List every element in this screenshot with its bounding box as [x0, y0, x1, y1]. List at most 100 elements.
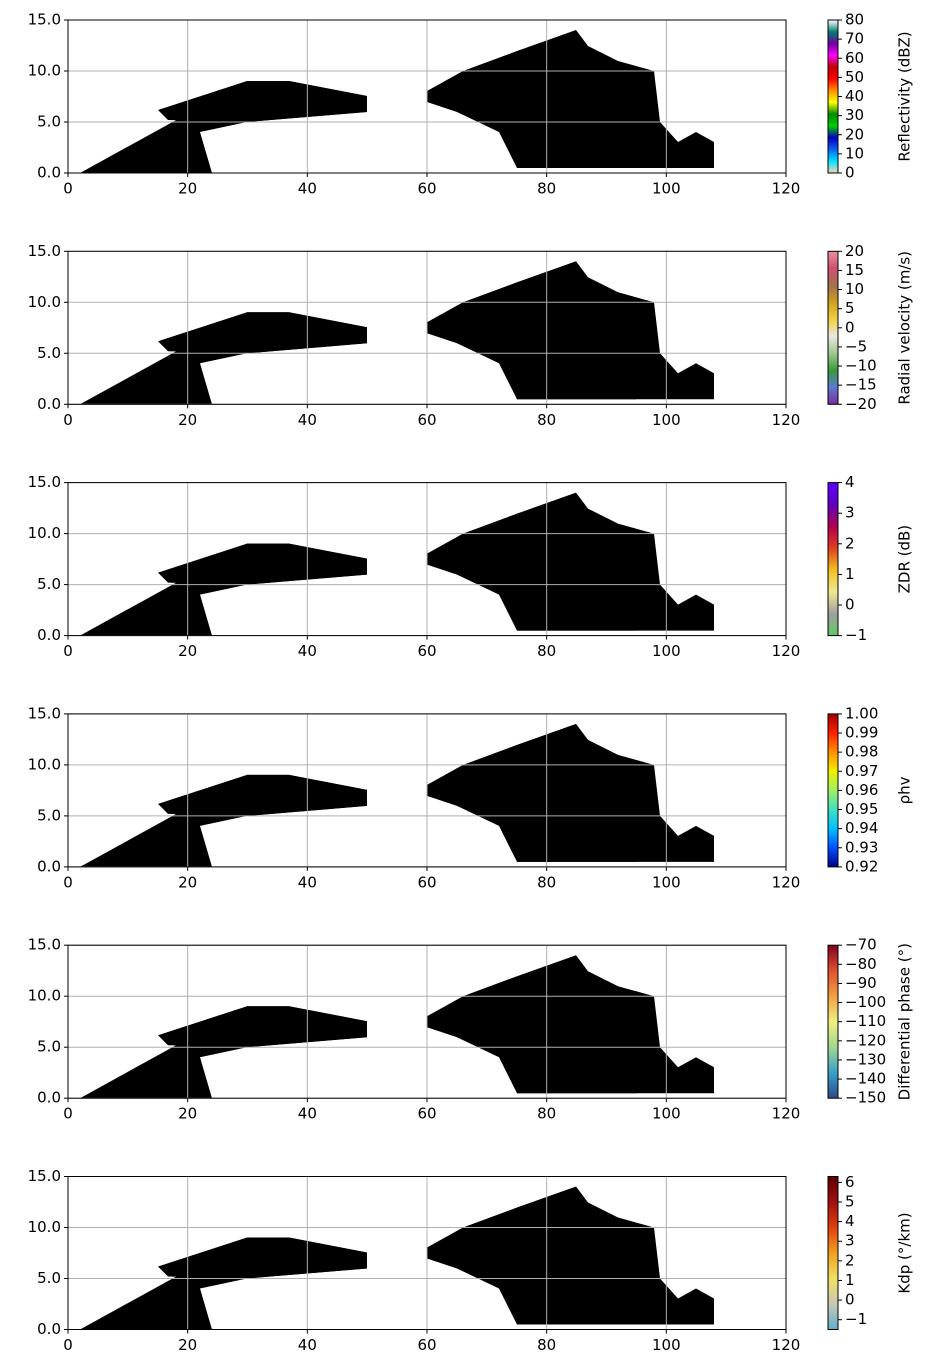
colorbar-tick-label: 3 [845, 1232, 855, 1250]
x-tick-label: 60 [417, 873, 436, 891]
x-tick-label: 40 [298, 180, 317, 198]
colorbar [827, 250, 839, 405]
colorbar-tick-label: 4 [845, 473, 855, 491]
y-tick-label: 10.0 [28, 293, 61, 311]
colorbar-tick-label: −90 [845, 974, 877, 992]
x-tick-label: 40 [298, 642, 317, 660]
colorbar-tick-label: −5 [845, 337, 867, 355]
panel: 0 20 40 60 80 100 1200.05.010.015.00.920.930.9… [28, 704, 914, 891]
x-tick-label: 100 [652, 873, 681, 891]
x-tick-label: 80 [537, 873, 556, 891]
colorbar-tick-label: −120 [845, 1031, 886, 1049]
colorbar-tick-label: 30 [845, 106, 864, 124]
colorbar-tick-label: 50 [845, 68, 864, 86]
y-tick-label: 10.0 [28, 987, 61, 1005]
colorbar-tick-label: 0 [845, 318, 855, 336]
colorbar-tick-label: 5 [845, 299, 855, 317]
x-tick-label: 100 [652, 642, 681, 660]
y-tick-label: 10.0 [28, 1218, 61, 1236]
y-tick-label: 0.0 [37, 164, 61, 182]
x-tick-label: 120 [772, 411, 801, 429]
colorbar-tick-label: 0.99 [845, 724, 878, 742]
x-tick-label: 60 [417, 180, 436, 198]
colorbar-tick-label: 60 [845, 49, 864, 67]
x-tick-label: 40 [298, 1336, 317, 1354]
colorbar-tick-label: 1.00 [845, 704, 878, 722]
x-tick-label: 0 [63, 1336, 73, 1354]
colorbar-tick-label: −1 [845, 1310, 867, 1328]
x-tick-label: 0 [63, 873, 73, 891]
panel: 0 20 40 60 80 100 1200.05.010.015.0−10123456Kd… [28, 1167, 914, 1354]
colorbar-label: Kdp (°/km) [896, 1212, 914, 1293]
colorbar-tick-label: 3 [845, 504, 855, 522]
colorbar [827, 482, 839, 637]
axes-frame [67, 1176, 787, 1330]
colorbar-tick-label: 0 [845, 1291, 855, 1309]
radar-field [80, 492, 714, 636]
colorbar-tick-label: −140 [845, 1070, 886, 1088]
x-tick-label: 120 [772, 1105, 801, 1123]
colorbar-tick-label: −15 [845, 376, 877, 394]
x-tick-label: 60 [417, 1336, 436, 1354]
colorbar-tick-label: −150 [845, 1089, 886, 1107]
y-tick-label: 15.0 [28, 11, 61, 29]
x-tick-label: 0 [63, 180, 73, 198]
colorbar-tick-label: −110 [845, 1012, 886, 1030]
x-tick-label: 80 [537, 1105, 556, 1123]
x-tick-label: 20 [178, 411, 197, 429]
x-tick-label: 0 [63, 411, 73, 429]
colorbar-tick-label: 20 [845, 242, 864, 260]
x-tick-label: 60 [417, 1105, 436, 1123]
colorbar-tick-label: 15 [845, 261, 864, 279]
x-tick-label: 80 [537, 642, 556, 660]
colorbar-tick-label: 0.96 [845, 781, 878, 799]
x-tick-label: 20 [178, 873, 197, 891]
y-tick-label: 5.0 [37, 806, 61, 824]
axes-frame [67, 19, 787, 174]
x-tick-label: 0 [63, 1105, 73, 1123]
colorbar-label: Reflectivity (dBZ) [896, 31, 914, 161]
y-tick-label: 15.0 [28, 1167, 61, 1185]
colorbar-tick-label: 2 [845, 1251, 855, 1269]
x-tick-label: 60 [417, 411, 436, 429]
colorbar-tick-label: 0.98 [845, 743, 878, 761]
colorbar-label: Differential phase (°) [896, 943, 914, 1100]
radar-field [80, 955, 714, 1099]
y-tick-label: 0.0 [37, 626, 61, 644]
colorbar-tick-label: 0.93 [845, 838, 878, 856]
colorbar [827, 1176, 839, 1330]
colorbar [827, 713, 839, 868]
x-tick-label: 80 [537, 411, 556, 429]
colorbar-tick-label: 2 [845, 534, 855, 552]
x-tick-label: 20 [178, 180, 197, 198]
y-tick-label: 0.0 [37, 857, 61, 875]
colorbar-tick-label: 10 [845, 280, 864, 298]
x-tick-label: 60 [417, 642, 436, 660]
colorbar-tick-label: 0.97 [845, 762, 878, 780]
x-tick-label: 100 [652, 411, 681, 429]
colorbar [827, 944, 839, 1099]
colorbar-tick-label: −130 [845, 1050, 886, 1068]
x-tick-label: 20 [178, 1105, 197, 1123]
panel: 0 20 40 60 80 100 120 0.0 5.0 10.0 15.0 −150−140 −13… [28, 936, 914, 1123]
colorbar-label: ρhv [896, 776, 914, 804]
panel: 0 20 40 60 80 100 1200.05.010.015.001020304050… [28, 11, 914, 198]
axes-frame [67, 482, 787, 637]
colorbar-tick-label: 0.95 [845, 800, 878, 818]
colorbar-tick-label: −70 [845, 936, 877, 954]
x-tick-label: 20 [178, 1336, 197, 1354]
x-tick-label: 100 [652, 1336, 681, 1354]
radar-field [80, 261, 714, 405]
y-tick-label: 10.0 [28, 62, 61, 80]
y-tick-label: 0.0 [37, 1320, 61, 1338]
y-tick-label: 10.0 [28, 524, 61, 542]
radar-field [80, 723, 714, 867]
y-tick-label: 5.0 [37, 113, 61, 131]
panel: 0 20 40 60 80 100 1200.05.010.015.0−20−15−10−5… [28, 242, 914, 429]
x-tick-label: 40 [298, 411, 317, 429]
colorbar-tick-label: −10 [845, 357, 877, 375]
axes-frame [67, 250, 787, 405]
x-tick-label: 120 [772, 873, 801, 891]
x-tick-label: 120 [772, 180, 801, 198]
